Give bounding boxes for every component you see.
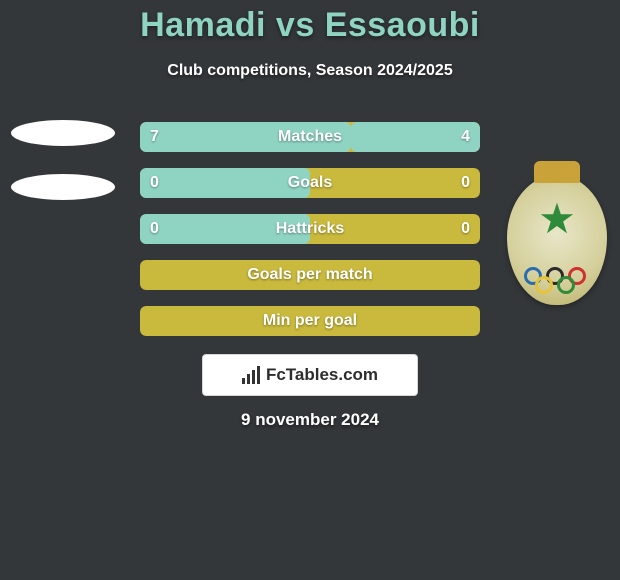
stat-bars: 74Matches 00Goals 00Hattricks Goals per mat… — [140, 122, 480, 352]
placeholder-ellipse-icon — [11, 174, 115, 200]
right-club-logo: ★ — [502, 120, 612, 305]
placeholder-ellipse-icon — [11, 120, 115, 146]
bar-chart-icon — [242, 366, 260, 384]
source-badge-text: FcTables.com — [266, 365, 378, 385]
stat-label: Min per goal — [140, 306, 480, 336]
date-text: 9 november 2024 — [241, 410, 379, 429]
stat-bar-row: 00Hattricks — [140, 214, 480, 244]
stat-bar-row: Goals per match — [140, 260, 480, 290]
stat-label: Matches — [140, 122, 480, 152]
crest-icon: ★ — [507, 175, 607, 305]
stat-label: Goals per match — [140, 260, 480, 290]
stat-bar-row: 00Goals — [140, 168, 480, 198]
stat-label: Hattricks — [140, 214, 480, 244]
comparison-infographic: Hamadi vs Essaoubi Club competitions, Se… — [0, 0, 620, 580]
subtitle: Club competitions, Season 2024/2025 — [0, 62, 620, 80]
player-right-name: Essaoubi — [325, 6, 480, 44]
page-title: Hamadi vs Essaoubi — [0, 6, 620, 45]
stat-label: Goals — [140, 168, 480, 198]
stat-bar-row: Min per goal — [140, 306, 480, 336]
subtitle-text: Club competitions, Season 2024/2025 — [167, 62, 452, 79]
date-line: 9 november 2024 — [0, 410, 620, 430]
left-club-logo — [8, 120, 118, 228]
stat-bar-row: 74Matches — [140, 122, 480, 152]
player-left-name: Hamadi — [140, 6, 266, 44]
vs-separator: vs — [276, 6, 315, 44]
source-badge: FcTables.com — [202, 354, 418, 396]
